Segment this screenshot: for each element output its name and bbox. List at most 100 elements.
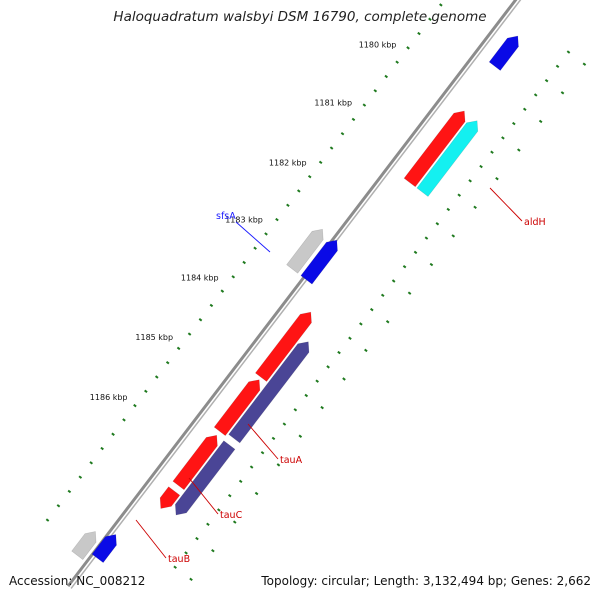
kbp-tick: [329, 146, 334, 150]
kbp-tick: [89, 461, 94, 465]
kbp-tick: [45, 518, 50, 522]
gene-arrow-grey-edge: [71, 531, 97, 561]
gene-arrow-navy-taub: [174, 440, 236, 516]
tick: [195, 536, 199, 541]
tick: [512, 121, 516, 126]
tick: [429, 262, 434, 267]
gene-arrow-blue-edge: [91, 534, 117, 564]
tick: [385, 320, 390, 324]
tick: [271, 436, 276, 441]
tick: [446, 207, 451, 212]
tick: [522, 107, 527, 111]
gene-label-tauc: tauC: [220, 510, 243, 521]
kbp-tick: [165, 360, 170, 365]
kbp-tick: [176, 346, 181, 351]
topology-info: Topology: circular; Length: 3,132,494 bp…: [261, 574, 591, 588]
tick: [479, 164, 483, 169]
kbp-tick: [275, 217, 279, 222]
kbp-tick: [67, 489, 72, 494]
kbp-tick: [318, 160, 323, 165]
gene-label-taua: tauA: [280, 455, 303, 466]
kbp-tick: [406, 46, 410, 50]
tick: [402, 264, 407, 269]
kbp-label-1185: 1185 kbp: [135, 333, 173, 342]
kbp-tick: [428, 17, 432, 21]
leader-line-taua: [247, 423, 279, 460]
kbp-tick: [133, 403, 137, 408]
tick: [227, 493, 232, 498]
kbp-tick: [286, 203, 290, 207]
kbp-tick: [111, 432, 115, 436]
kbp-tick: [384, 74, 389, 79]
tick: [254, 491, 259, 496]
kbp-tick: [187, 332, 192, 336]
kbp-tick: [439, 3, 443, 7]
kbp-tick: [100, 446, 104, 451]
tick: [533, 93, 538, 97]
tick: [407, 291, 412, 295]
tick: [217, 508, 221, 512]
kbp-label-1186: 1186 kbp: [90, 393, 128, 402]
tick: [189, 577, 193, 582]
gene-arrow-red-left: [159, 486, 181, 509]
tick: [260, 451, 265, 455]
tick: [451, 234, 456, 238]
gene-arrow-red-taub: [172, 434, 218, 491]
kbp-tick: [253, 246, 257, 250]
tick: [495, 176, 499, 181]
tick: [473, 205, 477, 209]
tick: [293, 408, 298, 412]
kbp-tick: [373, 89, 378, 93]
kbp-tick: [198, 318, 203, 322]
tick: [501, 136, 505, 140]
kbp-tick: [242, 260, 246, 265]
kbp-tick: [154, 375, 159, 379]
kbp-tick: [395, 60, 399, 64]
kbp-tick: [78, 475, 83, 479]
tick: [370, 307, 374, 312]
tick: [538, 119, 543, 124]
tick: [173, 565, 177, 569]
tick: [320, 405, 324, 410]
leader-line-aldh: [489, 187, 523, 222]
tick: [184, 551, 188, 555]
tick: [276, 463, 281, 467]
tick: [304, 393, 309, 398]
tick: [566, 50, 571, 54]
tick: [298, 434, 303, 438]
tick: [457, 193, 462, 197]
tick: [348, 336, 352, 340]
tick: [342, 377, 346, 381]
gene-arrow-red-aldh: [403, 110, 466, 188]
tick: [555, 64, 560, 69]
map-title: Haloquadratum walsbyi DSM 16790, complet…: [113, 9, 487, 25]
tick: [424, 236, 429, 240]
tick: [238, 479, 243, 484]
kbp-tick: [297, 189, 301, 193]
kbp-tick: [307, 174, 312, 179]
kbp-tick: [220, 289, 225, 293]
gene-arrow-navy-tauc: [228, 341, 310, 444]
tick: [391, 279, 396, 283]
leader-line-tauc: [188, 477, 219, 515]
tick: [337, 350, 341, 355]
tick: [211, 549, 215, 553]
gene-arrow-red-taua: [254, 311, 312, 382]
accession-label: Accession: NC_008212: [9, 574, 146, 588]
backbone-inner: [70, 0, 522, 589]
tick: [364, 348, 368, 353]
tick: [560, 91, 565, 95]
tick: [490, 150, 494, 154]
tick: [435, 222, 440, 226]
kbp-tick: [209, 303, 214, 308]
gene-arrow-red-tauc: [213, 379, 261, 437]
kbp-label-1183: 1183 kbp: [225, 216, 263, 225]
kbp-tick: [340, 132, 345, 136]
tick: [517, 148, 521, 152]
kbp-tick: [122, 418, 126, 422]
gene-arrow-cyan-aldh: [416, 120, 479, 197]
tick: [282, 422, 287, 426]
tick: [413, 250, 418, 255]
kbp-label-1184: 1184 kbp: [181, 274, 219, 283]
